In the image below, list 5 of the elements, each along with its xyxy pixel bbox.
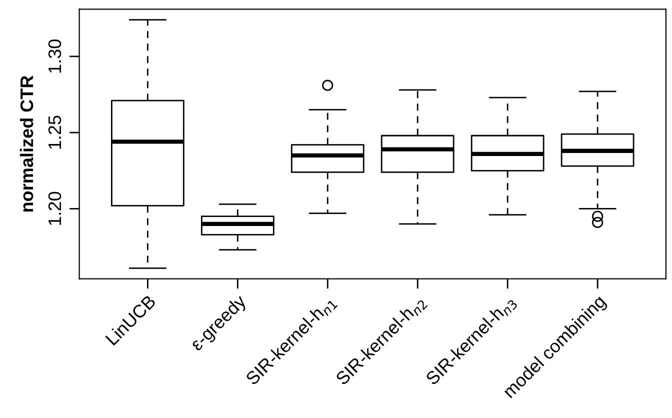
y-tick-label: 1.30	[48, 40, 62, 73]
y-axis-title: normalized CTR	[20, 76, 34, 212]
y-tick-label: 1.25	[48, 116, 62, 149]
y-tick-label: 1.20	[48, 192, 62, 225]
x-tick-label: SIR-kernel-h$_{n1}$	[244, 299, 338, 386]
